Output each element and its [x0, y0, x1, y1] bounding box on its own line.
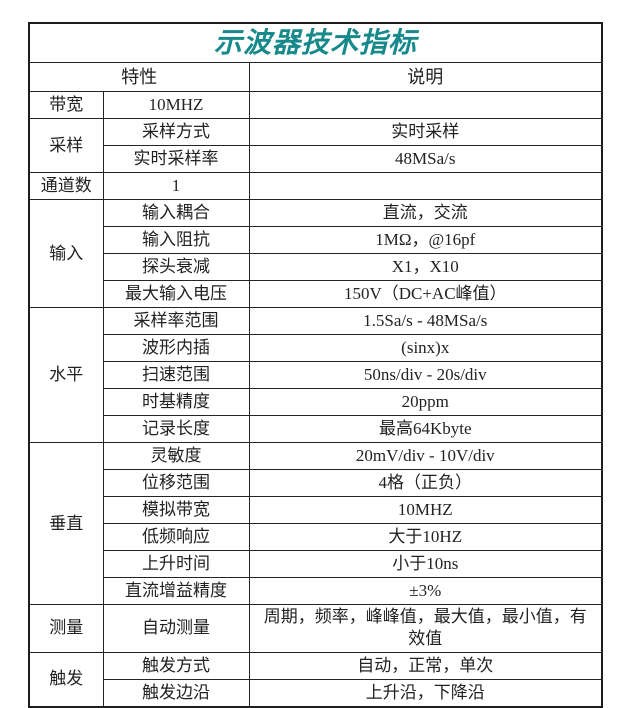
header-desc-cell: 说明 [248, 62, 603, 93]
desc-cell: 周期，频率，峰峰值，最大值，最小值，有效值 [248, 604, 603, 653]
feature-cell: 探头衰减 [102, 253, 250, 282]
table-row: 时基精度 20ppm [29, 388, 603, 417]
spec-table-container: 示波器技术指标 特性 说明 带宽 10MHZ 采样 采样方式 实时采样 实时采样率 48MS… [28, 22, 604, 708]
table-row: 实时采样率 48MSa/s [29, 145, 603, 174]
table-row: 输入 输入耦合 直流，交流 [28, 199, 603, 309]
desc-cell: 小于10ns [248, 550, 603, 579]
feature-cell: 记录长度 [102, 415, 250, 444]
feature-cell: 上升时间 [102, 550, 250, 579]
feature-cell: 时基精度 [102, 388, 250, 417]
table-row: 波形内插 (sinx)x [29, 334, 603, 363]
desc-cell: 上升沿，下降沿 [248, 678, 603, 708]
category-cell: 通道数 [28, 172, 104, 201]
table-row: 输入阻抗 1MΩ，@16pf [29, 226, 603, 255]
feature-cell: 低频响应 [102, 523, 250, 552]
table-row: 低频响应 大于10HZ [29, 523, 603, 552]
category-cell: 水平 [28, 307, 104, 444]
desc-cell: 10MHZ [248, 496, 603, 525]
spec-table: 示波器技术指标 特性 说明 带宽 10MHZ 采样 采样方式 实时采样 实时采样率 48MS… [28, 22, 604, 708]
desc-cell: 4格（正负） [248, 469, 603, 498]
table-row: 模拟带宽 10MHZ [29, 496, 603, 525]
feature-cell: 触发方式 [102, 651, 250, 680]
desc-cell: 20mV/div - 10V/div [248, 442, 603, 471]
feature-cell: 采样方式 [102, 118, 250, 147]
table-row: 通道数 1 [28, 172, 603, 201]
page-title: 示波器技术指标 [214, 27, 418, 58]
category-cell: 测量 [28, 604, 104, 653]
desc-cell: 20ppm [248, 388, 603, 417]
category-cell: 输入 [28, 199, 104, 309]
feature-cell: 10MHZ [102, 91, 250, 120]
table-row: 采样 采样方式 实时采样 [28, 118, 603, 174]
feature-cell: 扫速范围 [102, 361, 250, 390]
desc-cell: ±3% [248, 577, 603, 606]
table-row: 触发 触发方式 自动，正常，单次 [28, 651, 603, 708]
feature-cell: 触发边沿 [102, 678, 250, 708]
feature-cell: 灵敏度 [102, 442, 250, 471]
feature-cell: 位移范围 [102, 469, 250, 498]
header-feature-cell: 特性 [28, 62, 250, 93]
desc-cell: 最高64Kbyte [248, 415, 603, 444]
desc-cell [248, 172, 603, 201]
desc-cell: 大于10HZ [248, 523, 603, 552]
category-cell: 带宽 [28, 91, 104, 120]
feature-cell: 实时采样率 [102, 145, 250, 174]
feature-cell: 最大输入电压 [102, 280, 250, 309]
desc-cell [248, 91, 603, 120]
table-row: 位移范围 4格（正负） [29, 469, 603, 498]
spec-table-body: 示波器技术指标 特性 说明 带宽 10MHZ 采样 采样方式 实时采样 实时采样率 48MS… [28, 22, 603, 708]
feature-cell: 1 [102, 172, 250, 201]
table-row: 直流增益精度 ±3% [29, 577, 603, 606]
desc-cell: 48MSa/s [248, 145, 603, 174]
table-row: 上升时间 小于10ns [29, 550, 603, 579]
table-row: 探头衰减 X1，X10 [29, 253, 603, 282]
header-row: 特性 说明 [28, 62, 603, 93]
desc-cell: X1，X10 [248, 253, 603, 282]
table-row: 触发边沿 上升沿，下降沿 [29, 678, 603, 708]
table-row: 水平 采样率范围 1.5Sa/s - 48MSa/s [28, 307, 603, 444]
title-cell: 示波器技术指标 [28, 22, 603, 64]
desc-cell: 实时采样 [248, 118, 603, 147]
desc-cell: (sinx)x [248, 334, 603, 363]
category-cell: 垂直 [28, 442, 104, 606]
feature-cell: 输入耦合 [102, 199, 250, 228]
table-row: 最大输入电压 150V（DC+AC峰值） [29, 280, 603, 309]
feature-cell: 采样率范围 [102, 307, 250, 336]
desc-cell: 150V（DC+AC峰值） [248, 280, 603, 309]
category-cell: 采样 [28, 118, 104, 174]
desc-cell: 自动，正常，单次 [248, 651, 603, 680]
table-row: 垂直 灵敏度 20mV/div - 10V/div [28, 442, 603, 606]
desc-cell: 直流，交流 [248, 199, 603, 228]
category-cell: 触发 [28, 651, 104, 708]
feature-cell: 自动测量 [102, 604, 250, 653]
desc-cell: 50ns/div - 20s/div [248, 361, 603, 390]
title-row: 示波器技术指标 [28, 22, 603, 64]
feature-cell: 输入阻抗 [102, 226, 250, 255]
desc-cell: 1MΩ，@16pf [248, 226, 603, 255]
feature-cell: 波形内插 [102, 334, 250, 363]
table-row: 带宽 10MHZ [28, 91, 603, 120]
table-row: 扫速范围 50ns/div - 20s/div [29, 361, 603, 390]
feature-cell: 直流增益精度 [102, 577, 250, 606]
feature-cell: 模拟带宽 [102, 496, 250, 525]
table-row: 记录长度 最高64Kbyte [29, 415, 603, 444]
table-row: 测量 自动测量 周期，频率，峰峰值，最大值，最小值，有效值 [28, 604, 603, 653]
desc-cell: 1.5Sa/s - 48MSa/s [248, 307, 603, 336]
